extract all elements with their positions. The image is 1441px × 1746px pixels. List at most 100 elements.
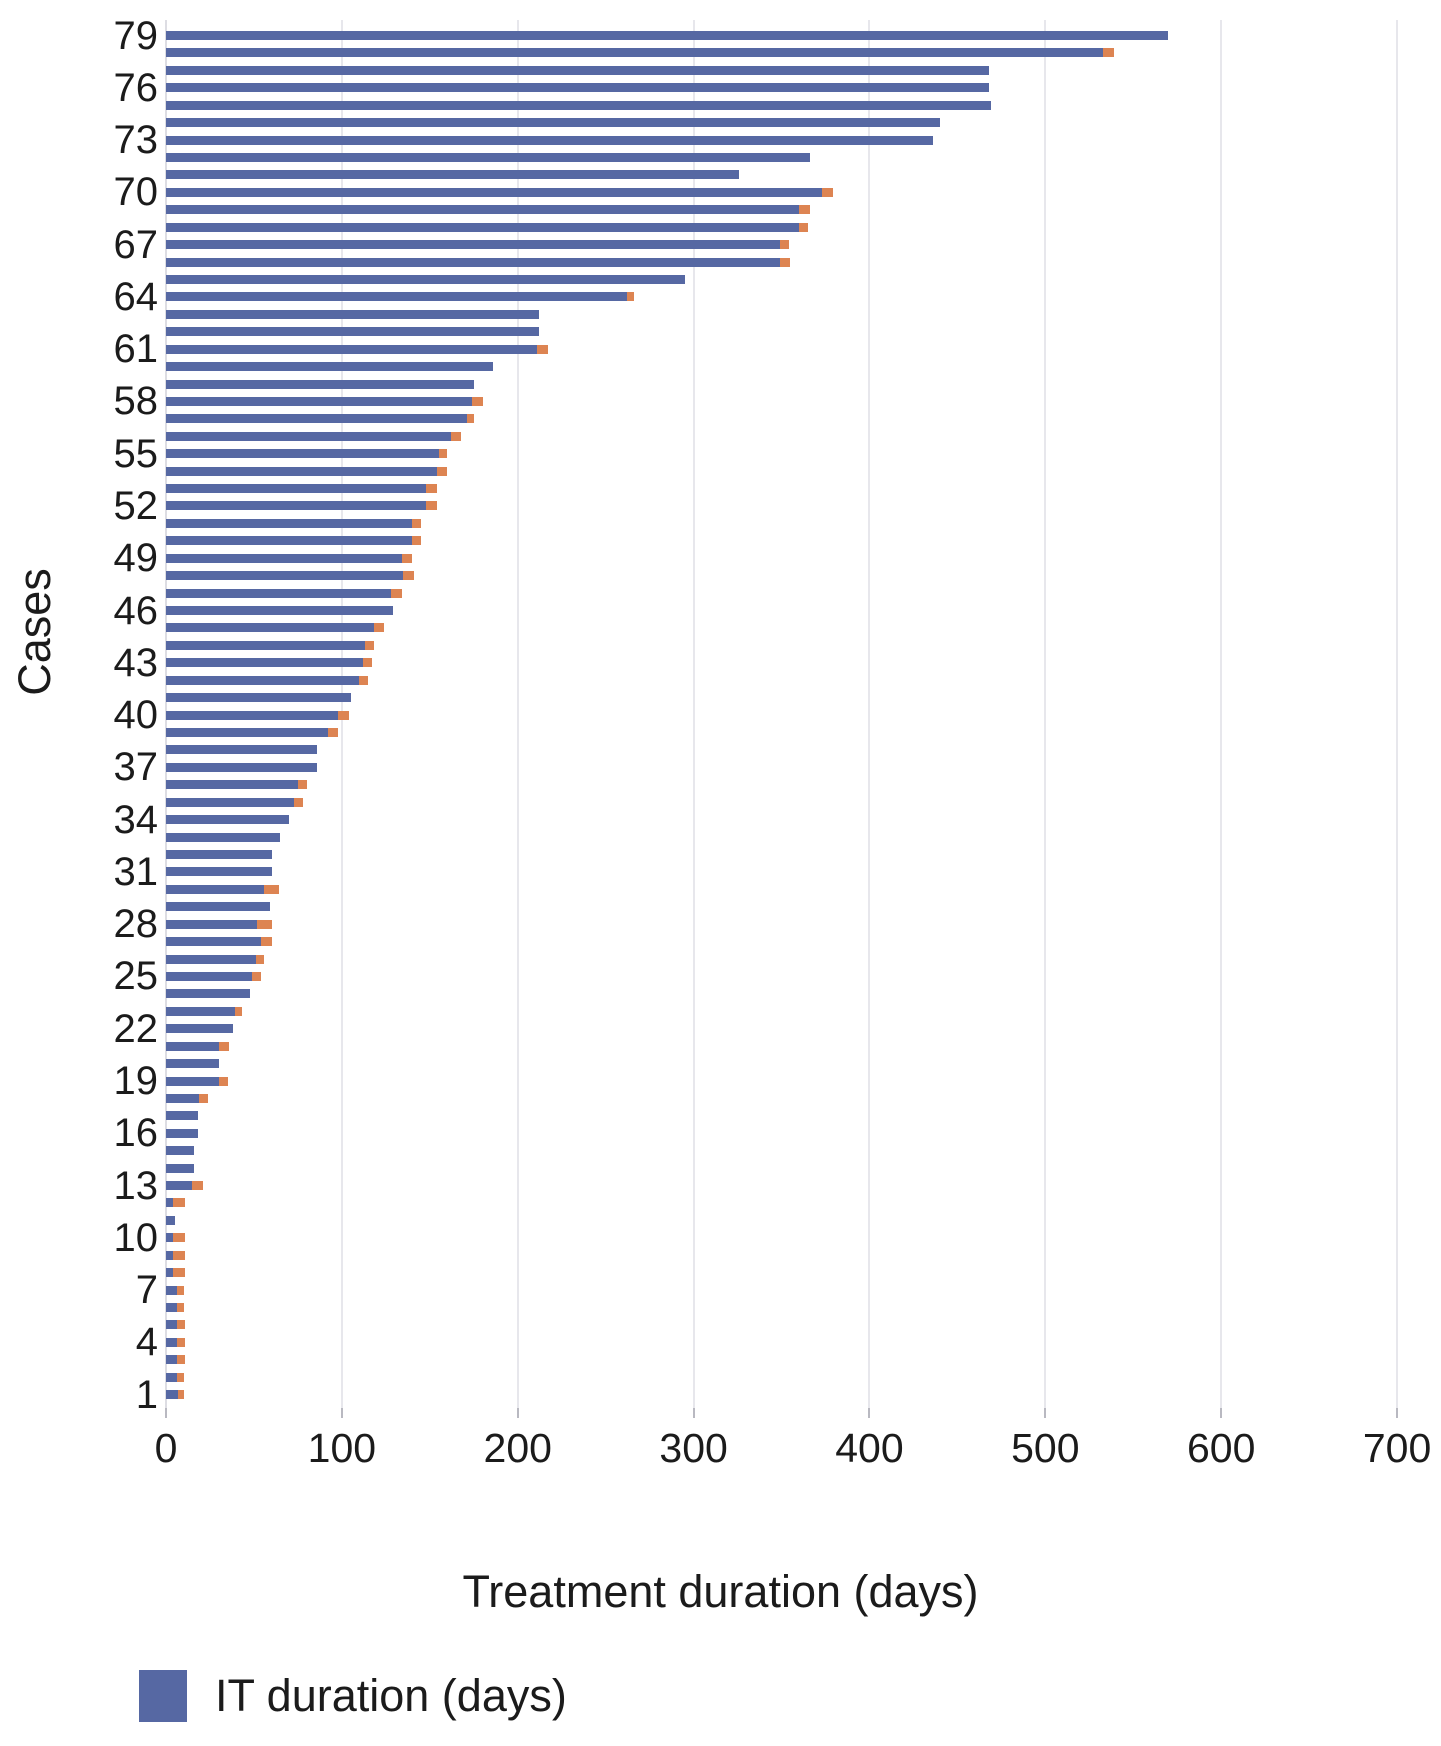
bar-orange-case-21 <box>218 1041 230 1051</box>
y-tick-label-1: 1 <box>135 1372 158 1417</box>
bar-case-34 <box>166 815 290 825</box>
legend-swatch-it-duration <box>139 1670 187 1722</box>
bar-case-35 <box>166 797 295 807</box>
x-tick-0 <box>165 1408 167 1418</box>
x-tick-label-300: 300 <box>659 1425 728 1471</box>
bar-case-4 <box>166 1337 177 1347</box>
bar-orange-case-4 <box>176 1337 186 1347</box>
gridline-x-500 <box>1044 20 1047 1408</box>
bar-orange-case-23 <box>234 1006 242 1016</box>
bar-orange-case-53 <box>426 484 437 494</box>
bar-orange-case-69 <box>799 205 810 215</box>
bar-orange-case-2 <box>176 1372 184 1382</box>
x-tick-400 <box>868 1408 871 1418</box>
bar-case-6 <box>166 1303 177 1313</box>
bar-case-73 <box>166 135 933 145</box>
bar-orange-case-39 <box>327 728 339 737</box>
bar-case-46 <box>166 606 393 616</box>
bar-orange-case-51 <box>412 518 421 528</box>
gridline-x-300 <box>692 20 695 1408</box>
bar-case-30 <box>166 884 265 894</box>
bar-case-55 <box>166 449 439 459</box>
bar-case-11 <box>166 1215 175 1225</box>
y-tick-label-34: 34 <box>113 797 159 842</box>
bar-orange-case-8 <box>173 1268 186 1278</box>
bar-orange-case-18 <box>199 1093 209 1103</box>
bar-case-59 <box>166 379 474 389</box>
bar-orange-case-12 <box>173 1198 186 1208</box>
bar-orange-case-70 <box>821 187 833 197</box>
bar-orange-case-42 <box>359 675 369 685</box>
y-tick-label-70: 70 <box>113 170 159 215</box>
x-axis-title: Treatment duration (days) <box>462 1566 979 1617</box>
x-tick-500 <box>1044 1408 1047 1418</box>
bar-case-72 <box>166 152 810 162</box>
bar-orange-case-19 <box>218 1076 228 1086</box>
bar-case-79 <box>166 31 1169 40</box>
bar-orange-case-61 <box>537 344 548 354</box>
bar-case-8 <box>166 1268 174 1278</box>
bar-case-29 <box>166 902 270 912</box>
bar-orange-case-40 <box>338 710 349 720</box>
bar-orange-case-48 <box>403 571 414 581</box>
legend: IT duration (days) <box>139 1668 567 1724</box>
bar-orange-case-52 <box>426 501 437 511</box>
bar-case-70 <box>166 187 822 197</box>
legend-label-it-duration: IT duration (days) <box>215 1670 567 1721</box>
bar-orange-case-13 <box>192 1181 203 1191</box>
bar-orange-case-49 <box>401 553 413 563</box>
bar-orange-case-54 <box>436 466 448 476</box>
bar-orange-case-6 <box>176 1303 184 1313</box>
bar-case-75 <box>166 100 991 110</box>
bar-orange-case-30 <box>264 884 279 894</box>
bar-case-40 <box>166 710 339 720</box>
bar-orange-case-57 <box>466 414 474 424</box>
bar-orange-case-3 <box>176 1355 186 1365</box>
bar-orange-case-26 <box>255 954 265 964</box>
y-tick-label-55: 55 <box>113 431 159 476</box>
y-tick-label-73: 73 <box>113 118 159 163</box>
bar-orange-case-43 <box>362 658 372 668</box>
y-tick-label-49: 49 <box>113 536 159 581</box>
bar-case-47 <box>166 588 392 598</box>
bar-case-19 <box>166 1076 219 1086</box>
bar-case-2 <box>166 1372 177 1382</box>
bar-case-44 <box>166 640 365 650</box>
bar-case-45 <box>166 623 374 633</box>
x-tick-label-600: 600 <box>1187 1425 1256 1471</box>
bar-case-64 <box>166 292 627 302</box>
y-tick-label-31: 31 <box>113 849 159 894</box>
y-tick-label-13: 13 <box>113 1163 159 1208</box>
bar-orange-case-28 <box>257 919 272 929</box>
bar-case-20 <box>166 1059 219 1069</box>
bar-case-50 <box>166 536 413 546</box>
bar-orange-case-66 <box>779 257 791 267</box>
bar-orange-case-55 <box>438 449 448 459</box>
y-tick-label-4: 4 <box>135 1320 158 1365</box>
bar-case-32 <box>166 849 272 859</box>
bar-case-28 <box>166 919 258 929</box>
y-tick-label-28: 28 <box>113 902 159 947</box>
bar-case-13 <box>166 1181 193 1191</box>
bar-case-54 <box>166 466 437 476</box>
bar-case-68 <box>166 222 800 232</box>
bar-case-76 <box>166 83 990 93</box>
gridline-x-200 <box>516 20 519 1408</box>
bar-case-60 <box>166 362 494 372</box>
y-tick-label-76: 76 <box>113 65 159 110</box>
gridline-x-600 <box>1220 20 1223 1408</box>
bar-orange-case-25 <box>252 971 261 981</box>
bar-case-61 <box>166 344 538 354</box>
bar-case-74 <box>166 118 940 128</box>
bar-case-1 <box>166 1390 179 1400</box>
bar-orange-case-56 <box>450 431 462 441</box>
x-tick-label-500: 500 <box>1011 1425 1080 1471</box>
bar-case-37 <box>166 762 318 772</box>
bar-orange-case-27 <box>260 937 272 947</box>
bar-case-5 <box>166 1320 177 1330</box>
bar-orange-case-64 <box>626 292 634 302</box>
bar-case-63 <box>166 309 539 319</box>
bar-case-69 <box>166 205 800 215</box>
x-tick-label-100: 100 <box>307 1425 377 1471</box>
x-tick-200 <box>516 1408 519 1418</box>
